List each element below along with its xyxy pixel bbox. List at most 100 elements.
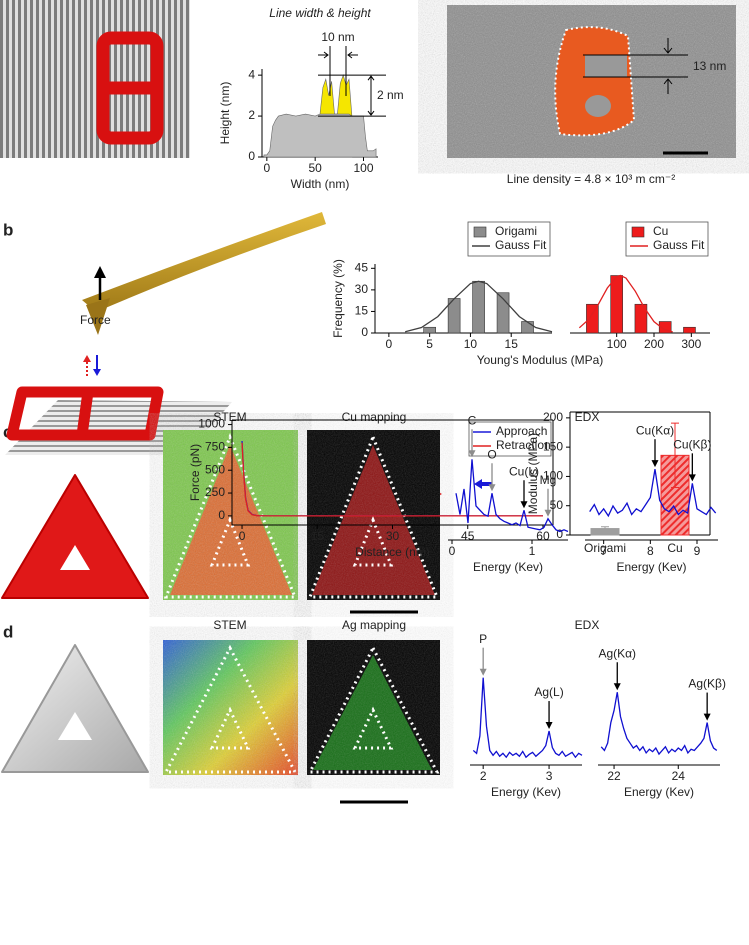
- x-tick-label: 0: [239, 529, 246, 543]
- width-marker: [318, 46, 358, 96]
- x-tick-label: 200: [644, 337, 664, 351]
- panel-label: b: [3, 220, 13, 239]
- annotation: Mg: [540, 473, 557, 487]
- measure-arrow: [663, 38, 673, 94]
- annotation: 2 nm: [377, 88, 404, 102]
- outline: [307, 432, 440, 599]
- approach-direction: [474, 479, 492, 489]
- x-tick-label: 30: [386, 529, 400, 543]
- x-tick-label: 9: [694, 544, 701, 558]
- annotation: Cu(L): [509, 464, 539, 478]
- line: [578, 274, 673, 333]
- annotation-arrowhead: [613, 683, 621, 691]
- annotation-arrowhead: [688, 474, 696, 482]
- y-tick-label: 0: [361, 325, 368, 339]
- height-arrow: [367, 75, 375, 116]
- y-tick-label: 0: [556, 527, 563, 541]
- triangle-model: [1, 474, 149, 599]
- bar: [586, 303, 599, 334]
- image-title: STEM: [213, 410, 246, 424]
- line: [241, 442, 543, 517]
- x-tick-label: 1: [529, 544, 536, 558]
- error-bar: [671, 422, 679, 489]
- x-tick-label: 100: [353, 161, 373, 175]
- y-tick-label: 1000: [198, 417, 225, 431]
- outline: [307, 644, 440, 774]
- cu-noise: [307, 430, 440, 600]
- x-tick-label: 15: [505, 337, 519, 351]
- legend-label: Cu: [653, 224, 668, 238]
- triangle-hole: [58, 712, 92, 740]
- tip: [86, 298, 110, 335]
- y-tick-label: 200: [543, 410, 563, 424]
- legend-swatch: [473, 226, 487, 238]
- x-tick-label: Cu: [667, 541, 682, 555]
- x-tick-label: 0: [263, 161, 270, 175]
- y-tick-label: 100: [543, 469, 563, 483]
- stem-noise: [163, 640, 298, 775]
- bar: [610, 275, 623, 334]
- y-tick-label: 0: [218, 508, 225, 522]
- outline: [209, 706, 251, 750]
- stem-noise: [163, 430, 298, 600]
- annotation: Ag(L): [534, 685, 563, 699]
- outline: [352, 706, 394, 750]
- legend-label: Approach: [496, 424, 547, 438]
- x-tick-label: 2: [480, 769, 487, 783]
- legend-label: Origami: [495, 224, 537, 238]
- legend-label: Gauss Fit: [495, 238, 547, 252]
- y-axis-label: Modulus (MPa): [526, 433, 540, 514]
- annotation-arrowhead: [488, 484, 496, 492]
- x-tick-label: 22: [607, 769, 621, 783]
- y-tick-label: 750: [205, 440, 225, 454]
- y-tick-label: 0: [248, 149, 255, 163]
- bar: [658, 321, 672, 334]
- line: [589, 469, 717, 518]
- line: [600, 692, 718, 756]
- annotation-arrowhead: [545, 722, 553, 730]
- x-axis-label: Distance (nm): [355, 545, 430, 559]
- x-axis-label: Energy (Kev): [491, 785, 561, 799]
- annotation-arrowhead: [468, 450, 476, 458]
- x-tick-label: 5: [426, 337, 433, 351]
- x-tick-label: 100: [607, 337, 627, 351]
- force-label: Force: [80, 313, 111, 327]
- x-tick-label: 45: [461, 529, 475, 543]
- annotation: Cu(Kβ): [673, 438, 711, 452]
- image-title: EDX: [575, 410, 600, 424]
- triangle-model: [1, 644, 149, 773]
- bar: [472, 280, 485, 334]
- bar: [521, 321, 534, 334]
- x-axis-label: Energy (Kev): [473, 560, 543, 574]
- y-tick-label: 500: [205, 462, 225, 476]
- x-tick-label: 8: [647, 544, 654, 558]
- outline: [352, 515, 394, 567]
- bar: [634, 303, 648, 334]
- annotation-arrowhead: [520, 501, 528, 509]
- y-axis-label: Frequency (%): [331, 259, 345, 338]
- x-axis-label: Energy (Kev): [624, 785, 694, 799]
- triangle-hole: [60, 545, 90, 570]
- cantilever: [82, 212, 326, 312]
- y-axis-label: Height (nm): [218, 82, 232, 145]
- annotation: P: [479, 632, 487, 646]
- y-tick-label: 15: [355, 304, 369, 318]
- line: [472, 677, 583, 759]
- x-tick-label: 7: [600, 544, 607, 558]
- afm-width-label: 13 nm: [693, 59, 726, 73]
- outline: [209, 515, 251, 567]
- legend-box: [468, 421, 552, 457]
- image-title: Ag mapping: [342, 618, 406, 632]
- afm-hole: [585, 55, 627, 77]
- annotation-arrowhead: [544, 509, 552, 517]
- x-tick-label: 3: [546, 769, 553, 783]
- x-tick-label: 15: [311, 529, 325, 543]
- image-title: Cu mapping: [342, 410, 407, 424]
- y-tick-label: 50: [550, 498, 564, 512]
- force-arrow: [94, 266, 106, 278]
- afm-hole: [585, 95, 611, 117]
- x-axis-label: Young's Modulus (MPa): [477, 353, 604, 367]
- bar: [660, 454, 690, 536]
- y-tick-label: 2: [248, 108, 255, 122]
